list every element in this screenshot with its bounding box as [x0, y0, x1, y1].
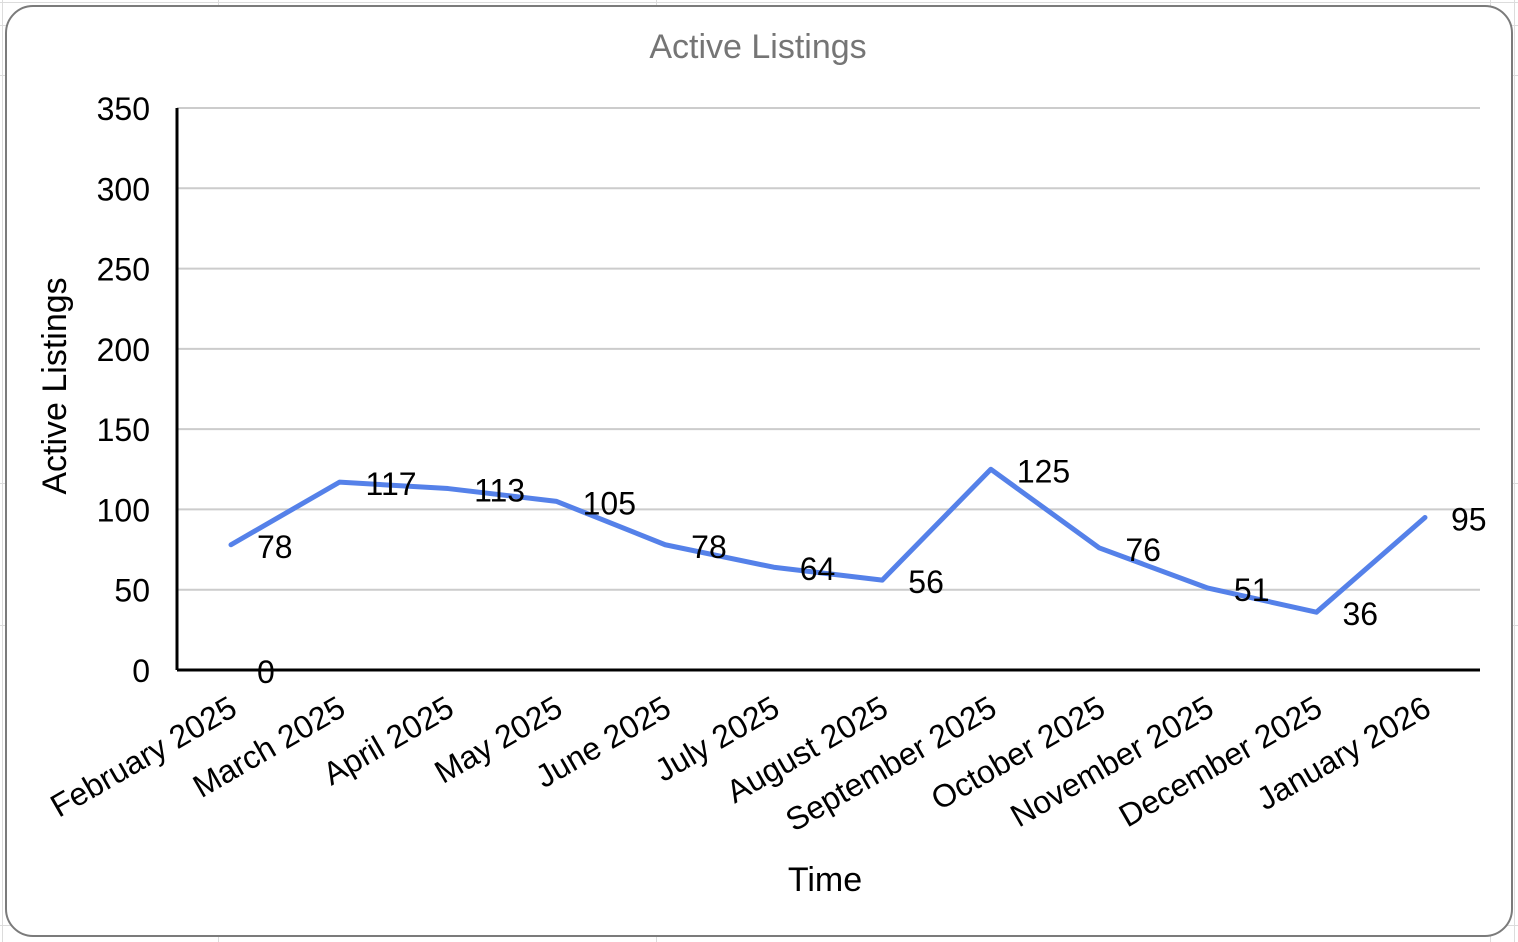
y-axis-tick-label: 150 [97, 412, 150, 448]
y-axis-tick-label: 300 [97, 171, 150, 207]
gridlines [177, 107, 1480, 591]
y-axis-title: Active Listings [36, 277, 74, 494]
data-label: 56 [908, 564, 944, 600]
y-axis-tick-labels: 0 50 100 150 200 250 300 350 [97, 91, 150, 689]
series-lines [228, 466, 1428, 615]
spreadsheet-gridline [0, 2, 1518, 3]
data-label: 117 [366, 466, 417, 502]
data-label: 105 [583, 485, 636, 521]
y-axis-tick-label: 50 [114, 573, 150, 609]
y-axis-tick-label: 200 [97, 332, 150, 368]
y-axis-tick-label: 0 [132, 653, 150, 689]
data-label: 78 [257, 529, 293, 565]
data-label: 51 [1234, 572, 1270, 608]
y-axis-tick-label: 350 [97, 91, 150, 127]
data-labels: 78 117 113 105 78 64 56 125 76 51 36 95 0 [257, 453, 1487, 690]
data-label: 76 [1125, 532, 1161, 568]
chart-card[interactable] [5, 5, 1513, 937]
y-axis-tick-label: 100 [97, 492, 150, 528]
annotation-label: 0 [257, 654, 275, 690]
chart-title: Active Listings [649, 28, 866, 66]
y-axis-tick-label: 250 [97, 252, 150, 288]
data-label: 125 [1017, 453, 1070, 489]
data-label: 78 [691, 529, 727, 565]
data-label: 113 [474, 473, 525, 509]
spreadsheet-gridline [2, 0, 3, 942]
data-label: 95 [1451, 501, 1487, 537]
axes [175, 108, 1480, 672]
data-label: 64 [800, 551, 836, 587]
series-line [228, 466, 1428, 615]
x-axis-title: Time [788, 861, 862, 899]
data-label: 36 [1342, 596, 1378, 632]
x-axis-tick-label: February 2025 [44, 689, 242, 824]
spreadsheet-gridline [1514, 0, 1515, 942]
